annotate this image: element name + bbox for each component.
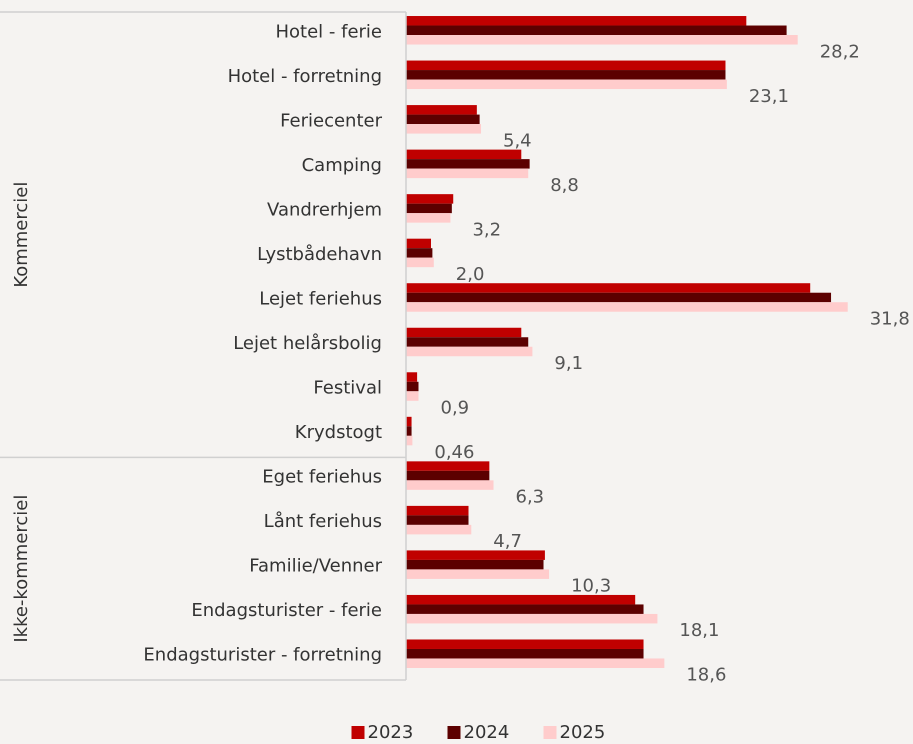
category-label: Endagsturister - forretning [143,645,382,666]
bar [406,435,413,446]
bar [406,327,522,338]
category-label: Lejet feriehus [259,288,382,309]
bar [406,168,529,179]
value-label: 28,2 [820,41,860,62]
bar [406,559,544,570]
bar [406,515,469,525]
value-label: 18,1 [679,620,719,641]
bar [406,213,451,223]
value-label: 5,4 [503,130,532,151]
legend-swatch [447,726,461,739]
legend-swatch [543,726,557,739]
bar [406,648,644,659]
bar [406,79,727,90]
bar [406,114,480,125]
bar [406,346,533,357]
bar [406,60,726,71]
value-label: 31,8 [870,308,910,329]
bar [406,391,419,401]
bar [406,35,798,45]
category-label: Lejet helårsbolig [233,333,382,354]
bar [406,149,522,160]
bar [406,470,490,481]
category-label: Endagsturister - ferie [191,600,382,621]
bar [406,461,490,471]
value-label: 3,2 [472,219,501,240]
category-label: Festival [313,378,382,399]
category-label: Hotel - forretning [228,66,382,87]
bar [406,381,419,392]
bar [406,639,644,649]
bar [406,372,418,382]
bar [406,25,787,36]
value-label: 0,9 [441,398,470,419]
bar [406,105,477,115]
value-label: 0,46 [434,442,474,463]
bar [406,70,726,80]
bar [406,16,747,26]
group-label: Kommerciel [11,182,32,288]
value-label: 10,3 [571,576,611,597]
bar [406,203,452,214]
bar [406,524,472,535]
legend-label: 2024 [464,722,510,743]
category-label: Lystbådehavn [257,244,382,265]
bar [406,505,469,516]
bar [406,248,433,258]
value-label: 4,7 [493,531,522,552]
category-label: Familie/Venner [249,556,382,577]
bar [406,480,494,490]
category-label: Camping [302,155,382,176]
bar [406,426,412,436]
bar [406,416,412,427]
bar [406,569,550,579]
legend-swatch [351,726,365,739]
value-label: 18,6 [686,665,726,686]
group-label: Ikke-kommerciel [11,495,32,643]
category-label: Hotel - ferie [275,21,382,42]
bar [406,337,529,347]
legend-label: 2023 [368,722,414,743]
bar [406,550,545,560]
bar [406,238,432,249]
category-label: Vandrerhjem [267,199,382,220]
bar [406,257,434,268]
value-label: 9,1 [554,353,583,374]
value-label: 8,8 [550,175,579,196]
bar [406,283,811,293]
bar [406,613,658,624]
bar [406,124,482,134]
category-label: Feriecenter [280,110,382,131]
bar [406,302,848,312]
bar [406,159,530,169]
legend-label: 2025 [560,722,606,743]
category-label: Eget feriehus [262,467,382,488]
bar [406,658,665,668]
bar [406,594,636,605]
category-label: Lånt feriehus [264,511,382,532]
bar [406,194,454,204]
bar [406,604,644,614]
bar [406,292,832,303]
value-label: 2,0 [456,264,485,285]
category-label: Krydstogt [295,422,382,443]
value-label: 6,3 [516,487,545,508]
value-label: 23,1 [749,86,789,107]
